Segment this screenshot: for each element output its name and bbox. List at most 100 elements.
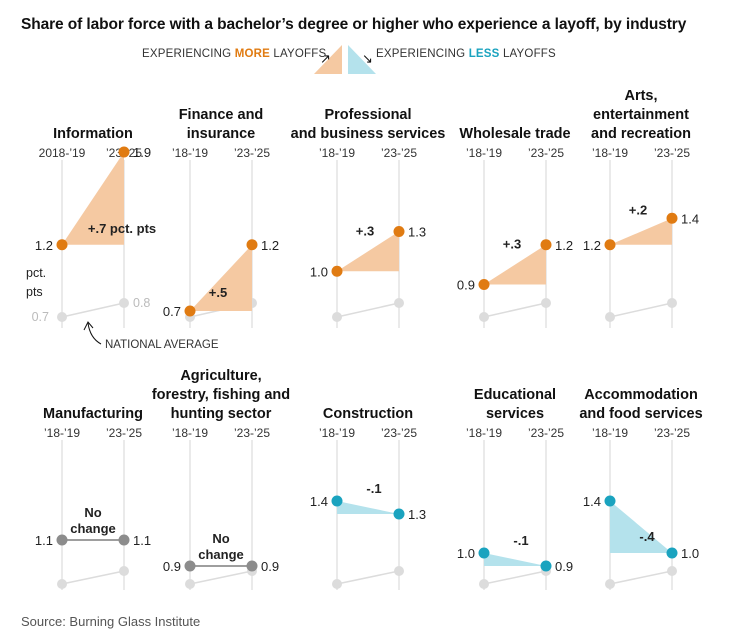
end-value-dot xyxy=(246,560,258,572)
end-value-dot xyxy=(393,508,405,520)
period-end-label: ’23-’25 xyxy=(381,426,417,440)
legend-less-prefix: EXPERIENCING xyxy=(376,48,469,60)
national-average-line xyxy=(61,302,125,318)
change-label-line: No xyxy=(212,531,229,546)
national-average-start-dot xyxy=(57,579,67,589)
period-start-label: ’18-’19 xyxy=(319,426,355,440)
national-average-start-dot xyxy=(332,579,342,589)
period-start-label: ’18-’19 xyxy=(466,146,502,160)
end-value-label: 0.9 xyxy=(555,559,573,574)
national-average-start-dot xyxy=(185,579,195,589)
start-value-label: 1.4 xyxy=(310,494,328,509)
start-value-label: 0.7 xyxy=(163,304,181,319)
end-value-label: 1.4 xyxy=(681,211,699,226)
change-label: -.1 xyxy=(513,533,528,548)
end-value-dot xyxy=(246,239,258,251)
legend-more-prefix: EXPERIENCING xyxy=(142,48,235,60)
legend-less-suffix: LAYOFFS xyxy=(499,48,556,60)
panel-title-line: Agriculture, xyxy=(180,368,261,384)
change-label-line: change xyxy=(198,547,244,562)
panel-title-line: forestry, fishing and xyxy=(152,387,290,403)
panel-title-line: insurance xyxy=(187,126,256,142)
change-label-line: change xyxy=(70,521,116,536)
change-area xyxy=(337,501,399,514)
national-average-line xyxy=(336,302,400,318)
change-label: -.1 xyxy=(366,481,381,496)
panel-title-line: Accommodation xyxy=(584,387,698,403)
national-average-end-dot xyxy=(667,566,677,576)
period-start-label: ’18-’19 xyxy=(466,426,502,440)
national-average-line xyxy=(336,570,400,585)
national-average-line xyxy=(483,302,547,318)
panel-title-line: hunting sector xyxy=(171,406,272,422)
national-average-end-dot xyxy=(541,298,551,308)
change-area xyxy=(484,244,546,285)
change-label: +.2 xyxy=(629,202,647,217)
panel-title-line: entertainment xyxy=(593,107,689,123)
start-value-label: 1.0 xyxy=(310,264,328,279)
period-end-label: ’23-’25 xyxy=(234,426,270,440)
panels-group: Information 2018-’19 ’23-’25 1.2 1.9 +.7 pct.… xyxy=(26,88,703,590)
end-value-label: 1.0 xyxy=(681,546,699,561)
end-value-label: 1.2 xyxy=(555,238,573,253)
start-value-label: 1.1 xyxy=(35,533,53,548)
period-start-label: ’18-’19 xyxy=(319,146,355,160)
change-label: +.3 xyxy=(356,223,374,238)
change-label-line: No xyxy=(84,505,101,520)
legend-less-word: LESS xyxy=(468,48,500,60)
panel-title-line: Educational xyxy=(474,387,556,403)
start-value-dot xyxy=(604,495,616,507)
national-average-line xyxy=(189,570,253,585)
legend-less-label: EXPERIENCING LESS LAYOFFS xyxy=(376,48,556,60)
change-label: +.3 xyxy=(503,237,521,252)
national-average-start-dot xyxy=(605,312,615,322)
panel-title-line: Professional xyxy=(324,107,411,123)
panel-title-line: and recreation xyxy=(591,126,691,142)
period-start-label: ’18-’19 xyxy=(592,146,628,160)
start-value-dot xyxy=(604,239,616,251)
national-average-end-dot xyxy=(119,566,129,576)
panel-title-line: Finance and xyxy=(179,107,264,123)
legend-more-suffix: LAYOFFS xyxy=(270,48,327,60)
end-value-dot xyxy=(540,239,552,251)
national-average-end-label: 0.8 xyxy=(133,296,150,310)
start-value-label: 1.4 xyxy=(583,494,601,509)
start-value-label: 0.9 xyxy=(457,278,475,293)
period-end-label: ’23-’25 xyxy=(234,146,270,160)
national-average-line xyxy=(61,570,125,585)
national-average-end-dot xyxy=(394,298,404,308)
period-start-label: ’18-’19 xyxy=(172,426,208,440)
start-value-label: 1.2 xyxy=(35,238,53,253)
national-average-callout-arrowhead xyxy=(83,321,94,331)
period-end-label: ’23-’25 xyxy=(654,146,690,160)
national-average-callout-line xyxy=(87,322,102,345)
panel-title-line: Wholesale trade xyxy=(459,126,570,142)
end-value-label: 1.2 xyxy=(261,238,279,253)
legend-more-swatch xyxy=(314,45,342,74)
end-value-label: 1.9 xyxy=(133,145,151,160)
period-end-label: ’23-’25 xyxy=(654,426,690,440)
change-area xyxy=(62,152,124,245)
national-average-start-dot xyxy=(479,312,489,322)
start-value-dot xyxy=(184,305,196,317)
start-value-dot xyxy=(56,239,68,251)
change-area xyxy=(337,231,399,272)
start-value-dot xyxy=(331,495,343,507)
period-end-label: ’23-’25 xyxy=(528,146,564,160)
panel-title-line: and business services xyxy=(291,126,446,142)
end-value-dot xyxy=(118,146,130,158)
unit-label-line: pts xyxy=(26,285,43,299)
national-average-line xyxy=(483,570,547,585)
national-average-start-dot xyxy=(332,312,342,322)
period-start-label: 2018-’19 xyxy=(39,146,86,160)
start-value-label: 1.2 xyxy=(583,238,601,253)
panel-title-line: Arts, xyxy=(624,88,657,104)
change-label: +.5 xyxy=(209,285,227,300)
end-value-dot xyxy=(540,560,552,572)
change-area xyxy=(610,218,672,245)
national-average-end-dot xyxy=(667,298,677,308)
chart-title: Share of labor force with a bachelor’s d… xyxy=(21,16,687,33)
start-value-dot xyxy=(184,560,196,572)
